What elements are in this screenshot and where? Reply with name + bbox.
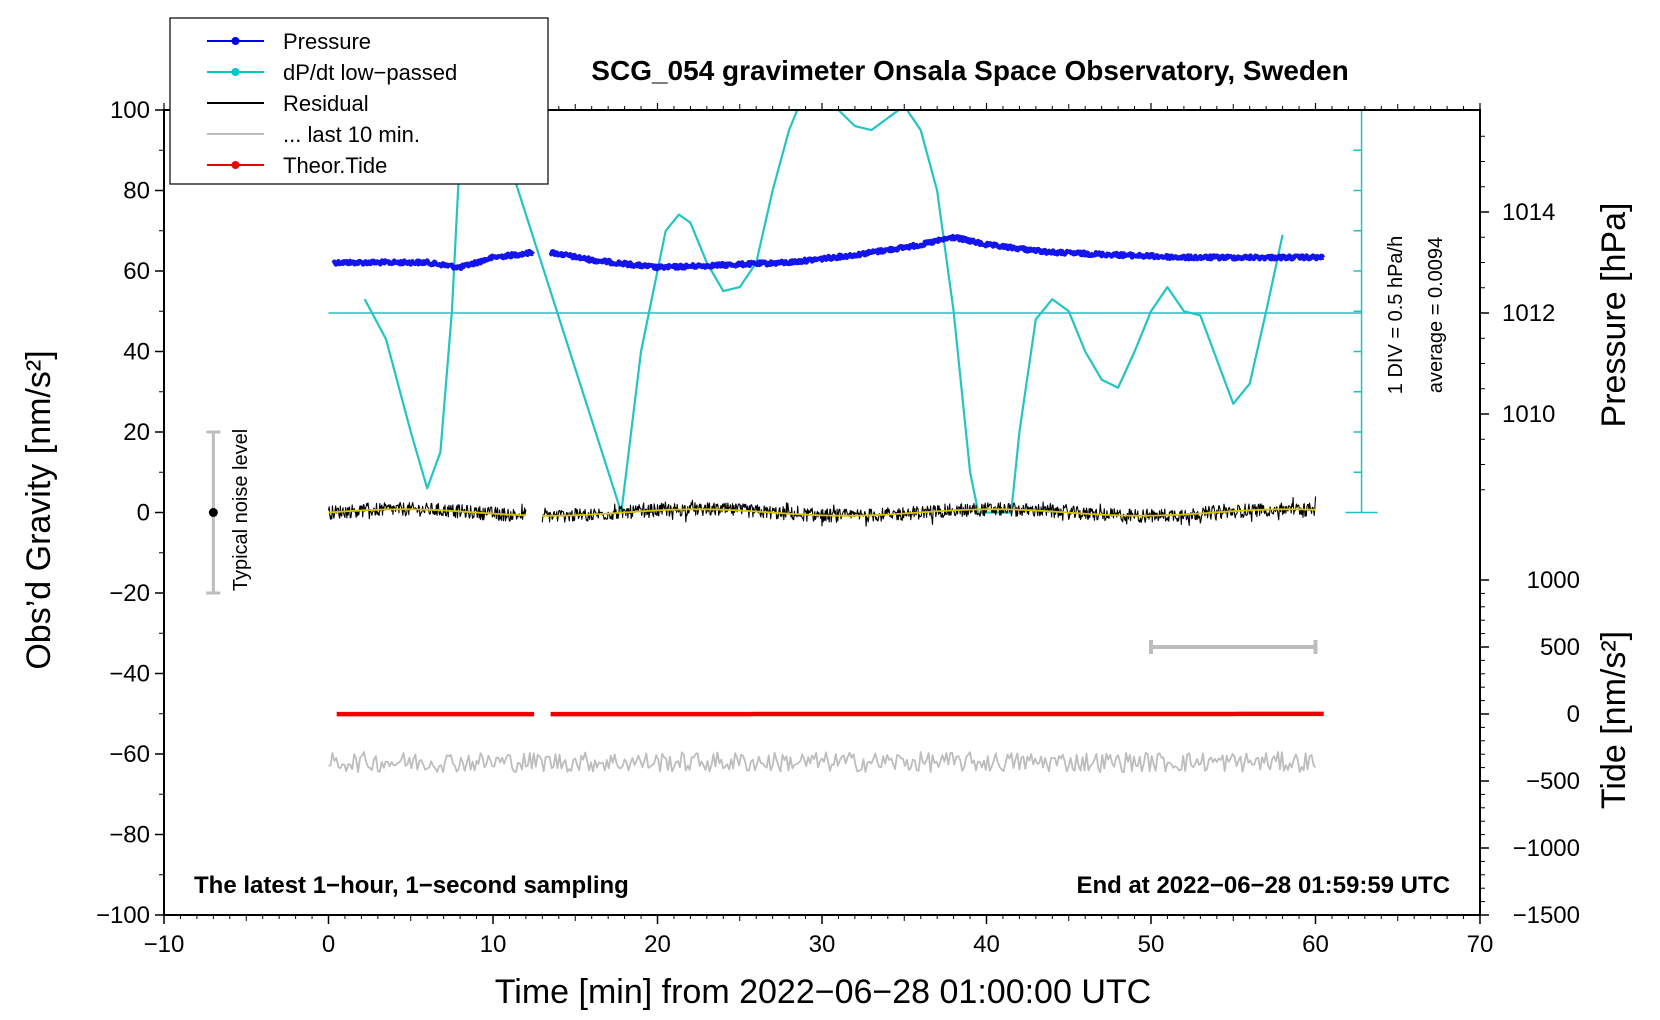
residual-smoothed-line <box>542 508 1316 517</box>
y-tick-label: 60 <box>123 258 150 285</box>
plot-layer: −10 0 10 20 30 40 50 60 70100806040200−20−40−60−… <box>96 17 1580 958</box>
x-tick-label: 10 <box>480 931 507 958</box>
y-axis-title-pressure: Pressure [hPa] <box>1595 203 1633 428</box>
x-tick-label: 70 <box>1467 931 1494 958</box>
x-tick-label: 50 <box>1138 931 1165 958</box>
tide-tick-label: −500 <box>1526 768 1580 795</box>
x-tick-label: 60 <box>1302 931 1329 958</box>
y-tick-label: −60 <box>109 741 150 768</box>
y-tick-label: 0 <box>137 500 150 527</box>
tide-tick-label: −1500 <box>1513 902 1580 929</box>
legend-swatch-marker <box>231 37 240 45</box>
pressure-line <box>331 248 535 272</box>
pressure-series <box>331 233 1326 272</box>
legend-label: Theor.Tide <box>283 153 387 178</box>
pressure-tick-label: 1010 <box>1502 401 1555 428</box>
y-tick-label: −40 <box>109 661 150 688</box>
y-tick-label: 100 <box>110 97 150 124</box>
x-tick-label: 0 <box>322 931 335 958</box>
legend-label: ... last 10 min. <box>283 122 420 147</box>
x-tick-label: 20 <box>644 931 671 958</box>
note-right: End at 2022−06−28 01:59:59 UTC <box>1076 872 1450 899</box>
x-tick-label: 40 <box>973 931 1000 958</box>
pressure-tick-label: 1012 <box>1502 300 1555 327</box>
tide-tick-label: 1000 <box>1527 567 1580 594</box>
y-tick-label: 20 <box>123 419 150 446</box>
y-axis-title-gravity: Obs’d Gravity [nm/s²] <box>20 350 58 669</box>
residual-line <box>541 496 1317 527</box>
noise-level-label: Typical noise level <box>230 429 252 591</box>
legend-swatch-marker <box>231 68 240 76</box>
pressure-tick-label: 1014 <box>1502 199 1555 226</box>
x-tick-label: 30 <box>809 931 836 958</box>
x-axis-title: Time [min] from 2022−06−28 01:00:00 UTC <box>495 973 1151 1011</box>
tide-tick-label: −1000 <box>1513 835 1580 862</box>
y-tick-label: −80 <box>109 822 150 849</box>
legend-label: dP/dt low−passed <box>283 60 457 85</box>
legend-label: Residual <box>283 91 369 116</box>
residual-smoothed-line <box>328 508 527 517</box>
chart-title: SCG_054 gravimeter Onsala Space Observat… <box>591 55 1348 86</box>
y-tick-label: −100 <box>96 902 150 929</box>
legend: Pressure dP/dt low−passed Residual ... last… <box>169 17 549 185</box>
y-tick-label: 80 <box>123 178 150 205</box>
note-left: The latest 1−hour, 1−second sampling <box>194 872 629 899</box>
residual-line <box>327 501 527 522</box>
y-tick-label: −20 <box>109 580 150 607</box>
pressure-line <box>548 233 1326 272</box>
legend-label: Pressure <box>283 29 371 54</box>
y-tick-label: 40 <box>123 339 150 366</box>
legend-swatch-marker <box>231 161 240 169</box>
legend-box <box>169 17 549 185</box>
y-axis-title-tide: Tide [nm/s²] <box>1595 631 1633 809</box>
last-10min-line <box>328 751 1317 773</box>
dpdt-average-label: average = 0.0094 <box>1425 237 1447 393</box>
tide-tick-label: 500 <box>1540 634 1580 661</box>
x-tick-label: −10 <box>144 931 185 958</box>
noise-bar-center-dot <box>208 508 218 517</box>
plot-frame <box>163 109 1481 916</box>
dpdt-scale-label: 1 DIV = 0.5 hPa/h <box>1385 236 1407 394</box>
tide-tick-label: 0 <box>1567 701 1580 728</box>
